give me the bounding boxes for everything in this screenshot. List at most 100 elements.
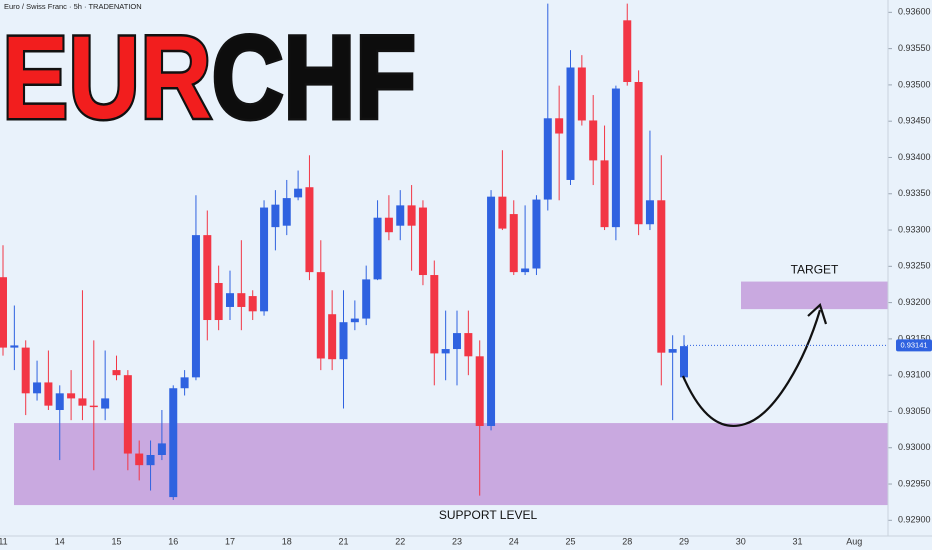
x-tick-label: 16 [168,536,178,546]
candle-body [328,314,337,360]
candle-body [146,454,155,466]
candles [0,3,688,500]
candle-body [203,235,212,321]
zone [741,281,888,310]
candle-body [180,377,189,389]
candle-body [89,405,98,408]
y-tick-label: 0.93400 [898,152,931,162]
candle-body [600,160,609,228]
x-tick-label: 31 [792,536,802,546]
candle-body [123,375,132,454]
candle-body [55,393,64,411]
last-price-label: 0.93141 [900,340,927,349]
y-tick-label: 0.92900 [898,515,931,525]
candle-body [498,196,507,229]
candle-body [475,356,484,426]
candle-body [101,398,110,409]
candle-body [157,443,166,455]
candle-body [407,205,416,226]
candle-body [237,293,246,307]
candle-body [418,207,427,276]
candle-body [0,277,7,348]
x-tick-label: 29 [679,536,689,546]
title-part: CHF [212,12,416,144]
x-tick-label: 11 [0,536,8,546]
candle-body [294,188,303,198]
candle-body [248,296,257,312]
candle-body [33,382,42,394]
candle-body [373,217,382,280]
candle-body [260,207,269,312]
candle-body [645,200,654,225]
y-tick-label: 0.92950 [898,478,931,488]
y-tick-label: 0.93100 [898,370,931,380]
candle-body [191,235,200,378]
y-tick-label: 0.93000 [898,442,931,452]
candle-body [282,198,291,226]
y-tick-label: 0.93550 [898,43,931,53]
x-tick-label: 30 [736,536,746,546]
y-tick-label: 0.93050 [898,406,931,416]
candle-body [350,318,359,323]
x-tick-label: 22 [395,536,405,546]
candle-body [316,272,325,359]
candle-body [509,214,518,273]
y-tick-label: 0.93300 [898,224,931,234]
candle-body [543,118,552,200]
x-tick-label: 25 [565,536,575,546]
candle-body [396,205,405,226]
x-tick-label: 18 [282,536,292,546]
x-tick-label: 24 [509,536,519,546]
candle-body [521,268,530,273]
candle-body [589,120,598,161]
candle-body [339,322,348,360]
candle-body [362,279,371,319]
y-tick-label: 0.93500 [898,79,931,89]
zones [14,281,888,506]
x-tick-label: Aug [846,536,862,546]
subtitle: Euro / Swiss Franc · 5h · TRADENATION [4,2,142,11]
candle-body [566,67,575,180]
candle-body [611,88,620,228]
candle-body [532,199,541,269]
candle-body [577,67,586,121]
candle-body [680,346,688,378]
candle-body [657,200,666,353]
last-price-tag [896,339,932,352]
candle-body [555,118,564,134]
candle-body [487,196,496,426]
candle-body [169,388,178,498]
x-tick-label: 17 [225,536,235,546]
grid [888,11,892,521]
candle-body [10,345,19,348]
title-part: EUR [2,12,212,144]
x-tick-label: 15 [111,536,121,546]
candle-body [226,293,234,307]
candle-body [271,204,280,228]
candle-body [623,20,632,83]
candle-body [78,398,87,406]
zone-label: TARGET [791,263,839,277]
candle-body [44,382,53,406]
x-tick-label: 21 [338,536,348,546]
x-tick-label: 28 [622,536,632,546]
candle-body [135,453,144,466]
y-tick-label: 0.93350 [898,188,931,198]
candle-body [214,283,223,321]
candle-body [112,370,121,376]
x-tick-label: 14 [55,536,65,546]
arrow-head [807,303,828,325]
candle-body [21,347,30,394]
projection-arrow [681,309,822,427]
candle-body [668,349,677,353]
candle-body [441,349,450,354]
candle-body [634,82,643,225]
candle-body [464,333,473,357]
candle-body [430,275,439,354]
candle-body [67,393,76,399]
candle-body [453,333,461,350]
candle-body [305,187,314,273]
y-tick-label: 0.93600 [898,7,931,17]
y-tick-label: 0.93450 [898,116,931,126]
